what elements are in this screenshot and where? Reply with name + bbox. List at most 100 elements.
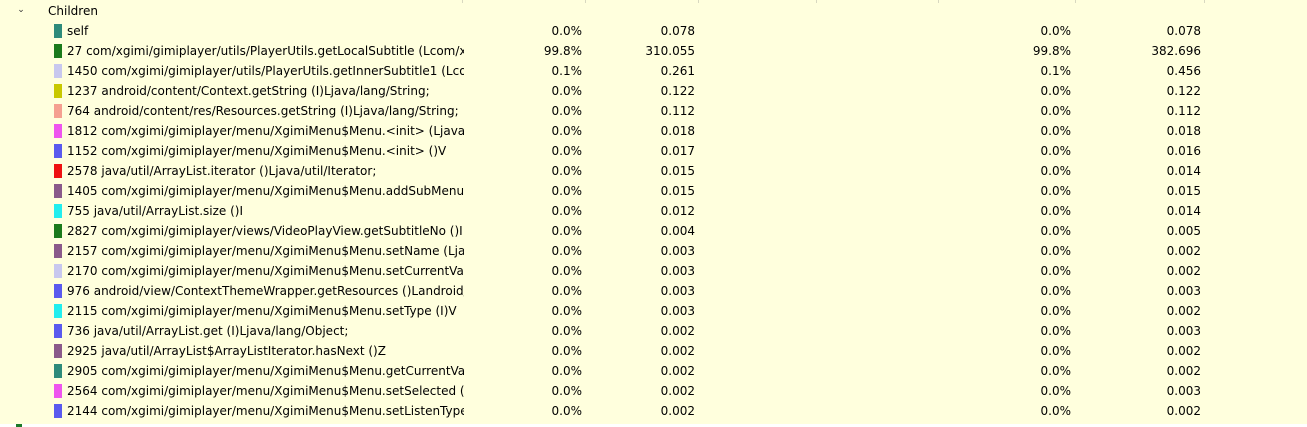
incl-real-time: 0.003 [1166,284,1201,298]
incl-cpu-percent: 0.1% [551,64,583,78]
incl-real-percent: 0.0% [1040,24,1072,38]
incl-real-percent: 0.0% [1040,324,1072,338]
incl-real-percent: 0.0% [1040,204,1072,218]
table-row[interactable]: 755 java/util/ArrayList.size ()I 0.0% 0.01… [0,201,1307,221]
table-row[interactable]: 736 java/util/ArrayList.get (I)Ljava/lan… [0,321,1307,341]
table-row[interactable]: self 0.0% 0.078 0.0% 0.078 [0,21,1307,41]
incl-real-percent: 0.0% [1040,104,1072,118]
color-swatch [54,104,62,118]
color-swatch [54,64,62,78]
children-section-header[interactable]: ⌄ Children [0,1,1307,21]
table-row[interactable]: 2144 com/xgimi/gimiplayer/menu/XgimiMenu… [0,401,1307,421]
incl-real-percent: 0.0% [1040,144,1072,158]
table-row[interactable]: 2564 com/xgimi/gimiplayer/menu/XgimiMenu… [0,381,1307,401]
table-row[interactable]: 764 android/content/res/Resources.getStr… [0,101,1307,121]
incl-real-percent: 0.0% [1040,284,1072,298]
incl-real-time: 0.016 [1166,144,1201,158]
incl-cpu-time: 0.261 [660,64,695,78]
incl-real-time: 0.002 [1166,344,1201,358]
method-name: 2144 com/xgimi/gimiplayer/menu/XgimiMenu… [67,404,464,418]
incl-cpu-time: 0.112 [660,104,695,118]
children-section-label: Children [48,4,98,18]
color-swatch [54,364,62,378]
color-swatch [54,184,62,198]
method-name: 2170 com/xgimi/gimiplayer/menu/XgimiMenu… [67,264,464,278]
column-divider [462,0,463,3]
incl-real-time: 0.015 [1166,184,1201,198]
color-swatch [54,44,62,58]
table-row[interactable]: 2578 java/util/ArrayList.iterator ()Ljav… [0,161,1307,181]
incl-cpu-time: 0.002 [660,404,695,418]
method-name: 2827 com/xgimi/gimiplayer/views/VideoPla… [67,224,463,238]
incl-real-percent: 0.0% [1040,404,1072,418]
incl-real-time: 0.002 [1166,404,1201,418]
incl-cpu-time: 0.002 [660,324,695,338]
color-swatch [54,264,62,278]
table-row[interactable]: 1237 android/content/Context.getString (… [0,81,1307,101]
incl-real-percent: 99.8% [1032,44,1071,58]
incl-real-time: 0.003 [1166,324,1201,338]
chevron-down-icon[interactable]: ⌄ [17,5,25,15]
incl-cpu-time: 0.003 [660,284,695,298]
incl-cpu-percent: 0.0% [551,224,583,238]
method-name: 764 android/content/res/Resources.getStr… [67,104,459,118]
method-name: 1450 com/xgimi/gimiplayer/utils/PlayerUt… [67,64,464,78]
table-row[interactable]: 2170 com/xgimi/gimiplayer/menu/XgimiMenu… [0,261,1307,281]
table-row[interactable]: 2905 com/xgimi/gimiplayer/menu/XgimiMenu… [0,361,1307,381]
color-swatch [54,224,62,238]
column-divider [585,0,586,3]
incl-cpu-time: 0.122 [660,84,695,98]
method-name: 976 android/view/ContextThemeWrapper.get… [67,284,464,298]
incl-cpu-percent: 0.0% [551,24,583,38]
color-swatch [54,144,62,158]
table-row[interactable]: 1450 com/xgimi/gimiplayer/utils/PlayerUt… [0,61,1307,81]
incl-cpu-time: 0.078 [660,24,695,38]
color-swatch [54,344,62,358]
color-swatch [54,124,62,138]
table-row[interactable]: 2827 com/xgimi/gimiplayer/views/VideoPla… [0,221,1307,241]
method-name: 27 com/xgimi/gimiplayer/utils/PlayerUtil… [67,44,464,58]
color-swatch [54,404,62,418]
method-name: 2115 com/xgimi/gimiplayer/menu/XgimiMenu… [67,304,457,318]
table-row[interactable]: 2925 java/util/ArrayList$ArrayListIterat… [0,341,1307,361]
table-row[interactable]: 27 com/xgimi/gimiplayer/utils/PlayerUtil… [0,41,1307,61]
incl-cpu-time: 0.003 [660,264,695,278]
table-row[interactable]: 1152 com/xgimi/gimiplayer/menu/XgimiMenu… [0,141,1307,161]
color-swatch [54,24,62,38]
incl-real-percent: 0.1% [1040,64,1072,78]
color-swatch [54,384,62,398]
table-row[interactable]: 2115 com/xgimi/gimiplayer/menu/XgimiMenu… [0,301,1307,321]
incl-real-time: 0.002 [1166,244,1201,258]
table-row[interactable]: 976 android/view/ContextThemeWrapper.get… [0,281,1307,301]
incl-real-time: 0.018 [1166,124,1201,138]
color-swatch [54,204,62,218]
incl-real-time: 0.122 [1166,84,1201,98]
incl-real-percent: 0.0% [1040,304,1072,318]
column-divider [1204,0,1205,3]
method-name: 1812 com/xgimi/gimiplayer/menu/XgimiMenu… [67,124,464,138]
incl-real-time: 0.078 [1166,24,1201,38]
incl-cpu-percent: 0.0% [551,384,583,398]
incl-real-percent: 0.0% [1040,344,1072,358]
table-row[interactable]: 1405 com/xgimi/gimiplayer/menu/XgimiMenu… [0,181,1307,201]
incl-cpu-time: 0.002 [660,344,695,358]
incl-cpu-percent: 0.0% [551,264,583,278]
incl-cpu-percent: 0.0% [551,244,583,258]
table-row[interactable]: 2157 com/xgimi/gimiplayer/menu/XgimiMenu… [0,241,1307,261]
incl-cpu-percent: 0.0% [551,284,583,298]
incl-real-time: 0.456 [1166,64,1201,78]
incl-cpu-time: 0.017 [660,144,695,158]
column-divider [816,0,817,3]
incl-real-time: 0.005 [1166,224,1201,238]
incl-real-percent: 0.0% [1040,124,1072,138]
method-name: 1405 com/xgimi/gimiplayer/menu/XgimiMenu… [67,184,464,198]
incl-real-percent: 0.0% [1040,384,1072,398]
incl-real-percent: 0.0% [1040,364,1072,378]
incl-real-time: 0.003 [1166,384,1201,398]
column-divider [938,0,939,3]
incl-cpu-time: 0.015 [660,164,695,178]
table-row[interactable]: 1812 com/xgimi/gimiplayer/menu/XgimiMenu… [0,121,1307,141]
incl-cpu-percent: 0.0% [551,124,583,138]
column-divider [1075,0,1076,3]
